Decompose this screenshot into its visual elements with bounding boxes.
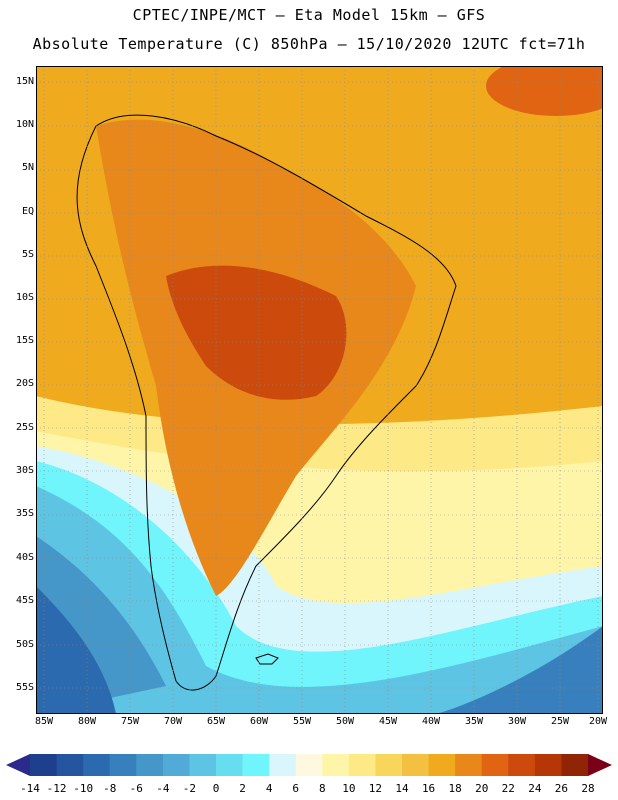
colorbar-label-21: 28 — [581, 782, 595, 795]
colorbar-swatch-6 — [189, 754, 217, 776]
colorbar-swatch-16 — [455, 754, 483, 776]
lat-label-5n: 5N — [21, 162, 34, 173]
colorbar-swatch-4 — [136, 754, 164, 776]
lat-label-35s: 35S — [15, 508, 34, 519]
lon-label-65w: 65W — [206, 716, 226, 727]
colorbar-swatch-7 — [216, 754, 244, 776]
colorbar-swatch-14 — [402, 754, 430, 776]
colorbar-label-16: 18 — [448, 782, 462, 795]
colorbar-label-18: 22 — [501, 782, 515, 795]
colorbar-label-5: -4 — [156, 782, 170, 795]
lon-label-35w: 35W — [464, 716, 484, 727]
colorbar-label-8: 2 — [239, 782, 246, 795]
colorbar-label-20: 26 — [554, 782, 569, 795]
field-land-hot — [166, 265, 347, 400]
field-south-blue1 — [36, 486, 603, 714]
colorbar-swatch-17 — [481, 754, 509, 776]
colorbar-label-3: -8 — [103, 782, 117, 795]
colorbar-label-6: -2 — [182, 782, 197, 795]
colorbar-swatch-13 — [375, 754, 403, 776]
south-america-coastline — [76, 114, 457, 691]
lat-label-25s: 25S — [15, 422, 34, 433]
lat-label-50s: 50S — [15, 639, 34, 650]
colorbar-swatch-12 — [348, 754, 376, 776]
lon-label-45w: 45W — [378, 716, 398, 727]
colorbar-swatch-15 — [428, 754, 456, 776]
colorbar-swatch-3 — [109, 754, 137, 776]
lon-label-50w: 50W — [335, 716, 355, 727]
colorbar-label-12: 10 — [342, 782, 356, 795]
field-south-blue3 — [36, 586, 116, 714]
colorbar-swatch-19 — [534, 754, 562, 776]
lat-label-5s: 5S — [21, 249, 34, 260]
lat-label-30s: 30S — [15, 465, 34, 476]
colorbar-low-arrow — [6, 754, 30, 776]
colorbar-high-arrow — [588, 754, 612, 776]
colorbar-swatch-0 — [30, 754, 58, 776]
lat-label-15s: 15S — [15, 335, 34, 346]
lat-label-10n: 10N — [15, 119, 34, 130]
colorbar-swatch-8 — [242, 754, 270, 776]
colorbar-label-11: 8 — [318, 782, 326, 795]
lat-label-45s: 45S — [15, 595, 34, 606]
colorbar-label-9: 4 — [265, 782, 273, 795]
lat-label-eq: EQ — [21, 206, 34, 217]
colorbar-label-2: -10 — [73, 782, 94, 795]
lon-label-25w: 25W — [550, 716, 570, 727]
lon-label-85w: 85W — [34, 716, 54, 727]
lat-label-20s: 20S — [15, 378, 34, 389]
colorbar-label-15: 16 — [421, 782, 436, 795]
colorbar-label-7: 0 — [212, 782, 220, 795]
map-gridlines — [36, 66, 603, 714]
field-ne-warm — [486, 66, 603, 116]
colorbar-label-0: -14 — [20, 782, 40, 795]
colorbar-label-1: -12 — [46, 782, 67, 795]
lat-label-10s: 10S — [15, 292, 34, 303]
lon-label-70w: 70W — [163, 716, 183, 727]
colorbar-swatch-5 — [162, 754, 190, 776]
title-line-2: Absolute Temperature (C) 850hPa – 15/10/… — [32, 35, 586, 53]
colorbar-swatch-1 — [56, 754, 84, 776]
colorbar-label-4: -6 — [129, 782, 143, 795]
map-frame — [36, 66, 603, 714]
colorbar-swatch-11 — [322, 754, 350, 776]
lon-label-75w: 75W — [120, 716, 140, 727]
lon-label-80w: 80W — [77, 716, 97, 727]
colorbar-swatch-9 — [269, 754, 297, 776]
lon-label-55w: 55W — [292, 716, 312, 727]
colorbar-label-19: 24 — [528, 782, 542, 795]
field-se-blue — [436, 626, 603, 714]
lon-label-60w: 60W — [249, 716, 269, 727]
lat-label-40s: 40S — [15, 552, 34, 563]
colorbar-label-14: 14 — [395, 782, 409, 795]
lon-label-40w: 40W — [421, 716, 441, 727]
colorbar — [6, 754, 612, 776]
colorbar-swatch-2 — [83, 754, 111, 776]
lon-label-30w: 30W — [507, 716, 527, 727]
colorbar-swatch-18 — [508, 754, 536, 776]
lat-label-55s: 55S — [15, 682, 34, 693]
colorbar-label-17: 20 — [475, 782, 489, 795]
lat-label-15n: 15N — [15, 76, 34, 87]
lon-label-20w: 20W — [588, 716, 608, 727]
colorbar-label-10: 6 — [292, 782, 300, 795]
colorbar-label-13: 12 — [368, 782, 383, 795]
colorbar-swatch-20 — [561, 754, 589, 776]
falklands-outline — [255, 653, 279, 665]
title-line-1: CPTEC/INPE/MCT – Eta Model 15km – GFS — [132, 6, 486, 24]
colorbar-swatch-10 — [295, 754, 323, 776]
temperature-map — [36, 66, 603, 714]
